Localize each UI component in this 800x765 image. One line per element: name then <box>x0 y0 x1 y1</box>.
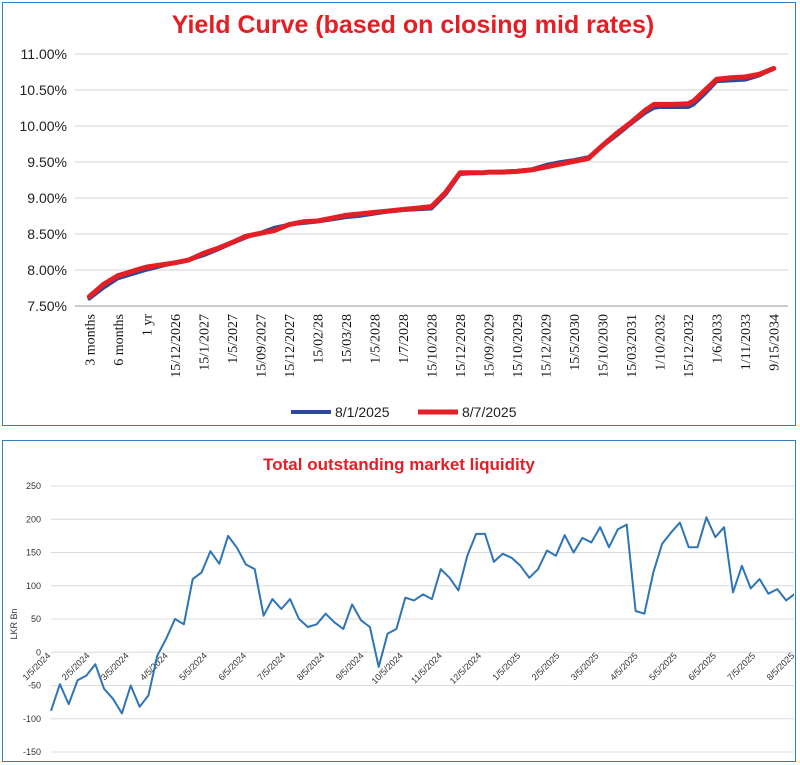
y-tick-label: 10.50% <box>20 82 67 98</box>
x-tick-label: 9/5/2024 <box>334 651 366 683</box>
y-tick-label: -100 <box>23 714 41 724</box>
x-tick-label: 2/5/2025 <box>530 651 562 683</box>
x-tick-label: 1/6/2033 <box>711 314 726 364</box>
legend-label: 8/7/2025 <box>462 404 517 420</box>
y-tick-label: 9.50% <box>27 154 67 170</box>
liquidity-title: Total outstanding market liquidity <box>263 455 535 474</box>
x-tick-label: 1/7/2028 <box>397 314 412 364</box>
liquidity-series-line <box>50 516 794 715</box>
x-tick-label: 15/10/2029 <box>511 314 526 378</box>
x-tick-label: 3/5/2025 <box>569 651 601 683</box>
y-tick-label: 9.00% <box>27 190 67 206</box>
x-tick-label: 15/12/2029 <box>540 314 555 378</box>
x-tick-label: 15/02/28 <box>311 314 326 364</box>
x-tick-label: 1/5/2027 <box>226 314 241 364</box>
x-tick-label: 15/12/2028 <box>454 314 469 378</box>
x-tick-label: 5/5/2024 <box>177 651 209 683</box>
x-tick-label: 1/5/2025 <box>490 651 522 683</box>
liquidity-chart: Total outstanding market liquidity LKR B… <box>9 455 794 757</box>
x-tick-label: 15/09/2029 <box>483 314 498 378</box>
x-tick-label: 3/5/2024 <box>99 651 131 683</box>
x-tick-label: 11/5/2024 <box>409 651 444 686</box>
x-tick-label: 6 months <box>112 314 127 366</box>
x-tick-label: 4/5/2025 <box>608 651 640 683</box>
y-tick-label: 8.00% <box>27 262 67 278</box>
y-tick-label: 8.50% <box>27 226 67 242</box>
legend-label: 8/1/2025 <box>335 404 390 420</box>
yield-curve-title: Yield Curve (based on closing mid rates) <box>172 11 655 39</box>
y-tick-label: 250 <box>26 481 41 491</box>
liquidity-y-axis-label: LKR Bn <box>9 608 19 639</box>
yield-curve-chart: Yield Curve (based on closing mid rates)… <box>20 11 788 420</box>
x-tick-label: 6/5/2024 <box>216 651 248 683</box>
x-tick-label: 15/03/2031 <box>625 314 640 378</box>
y-tick-label: 50 <box>31 614 41 624</box>
x-tick-label: 15/12/2027 <box>283 314 298 378</box>
y-tick-label: 200 <box>26 514 41 524</box>
x-tick-label: 15/10/2028 <box>426 314 441 378</box>
x-tick-label: 10/5/2024 <box>369 651 404 686</box>
x-tick-label: 12/5/2024 <box>448 651 483 686</box>
x-tick-label: 15/12/2032 <box>682 314 697 378</box>
y-tick-label: -50 <box>28 681 41 691</box>
y-tick-label: 100 <box>26 581 41 591</box>
yield-curve-panel: Yield Curve (based on closing mid rates)… <box>2 2 796 426</box>
x-tick-label: 2/5/2024 <box>60 651 92 683</box>
y-tick-label: 7.50% <box>27 298 67 314</box>
x-tick-label: 15/03/28 <box>340 314 355 364</box>
x-tick-label: 15/1/2027 <box>197 314 212 371</box>
x-tick-label: 7/5/2024 <box>256 651 288 683</box>
x-tick-label: 1/11/2033 <box>739 314 754 370</box>
y-tick-label: 0 <box>36 647 41 657</box>
x-tick-label: 15/5/2030 <box>568 314 583 371</box>
x-tick-label: 3 months <box>83 314 98 366</box>
y-tick-label: 11.00% <box>21 46 67 62</box>
x-tick-label: 6/5/2025 <box>686 651 718 683</box>
y-tick-label: -150 <box>23 747 41 757</box>
x-tick-label: 1/5/2028 <box>368 314 383 364</box>
x-tick-label: 15/10/2030 <box>597 314 612 378</box>
series-line-8-7-2025 <box>86 65 777 300</box>
x-tick-label: 5/5/2025 <box>647 651 679 683</box>
x-tick-label: 1 yr <box>140 314 155 337</box>
x-tick-label: 15/12/2026 <box>169 314 184 378</box>
x-tick-label: 7/5/2025 <box>725 651 757 683</box>
x-tick-label: 8/5/2025 <box>765 651 794 683</box>
y-tick-label: 150 <box>26 548 41 558</box>
x-tick-label: 15/09/2027 <box>254 314 269 378</box>
x-tick-label: 9/15/2034 <box>768 314 783 371</box>
x-tick-label: 8/5/2024 <box>295 651 327 683</box>
liquidity-panel: Total outstanding market liquidity LKR B… <box>2 440 796 762</box>
x-tick-label: 1/10/2032 <box>654 314 669 371</box>
y-tick-label: 10.00% <box>20 118 67 134</box>
